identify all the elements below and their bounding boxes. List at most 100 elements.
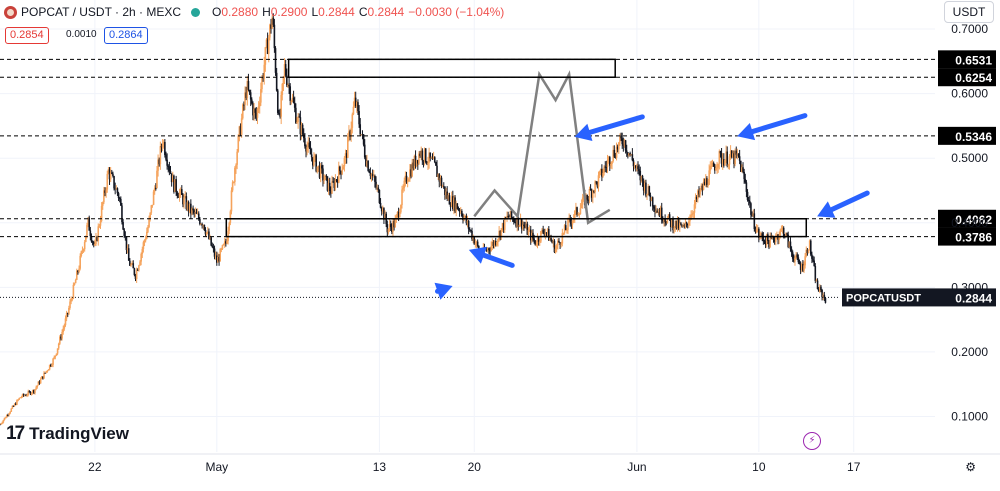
candle-body xyxy=(536,245,538,246)
candle-body xyxy=(779,230,781,236)
candle-body xyxy=(567,219,569,230)
settings-gear-icon[interactable]: ⚙ xyxy=(965,460,976,474)
candle-body xyxy=(141,249,143,254)
candle-body xyxy=(767,234,769,241)
candle-body xyxy=(211,246,213,247)
candle-body xyxy=(720,151,722,153)
candle-body xyxy=(146,232,148,239)
candle-body xyxy=(321,165,323,168)
candle-body xyxy=(47,371,49,372)
candle-body xyxy=(815,266,817,281)
candle-body xyxy=(9,412,11,414)
candle-body xyxy=(147,227,149,232)
candle-body xyxy=(265,47,267,64)
candle-body xyxy=(230,211,232,222)
popcat-logo-icon xyxy=(4,6,17,19)
candle-body xyxy=(304,138,306,146)
candle-body xyxy=(16,400,18,405)
candle-body xyxy=(825,298,827,303)
candle-body xyxy=(613,150,615,157)
candle-body xyxy=(773,237,775,240)
candle-body xyxy=(632,154,634,160)
candle-body xyxy=(572,221,574,225)
candle-body xyxy=(824,295,826,298)
candle-body xyxy=(170,171,172,173)
candle-body xyxy=(143,242,145,249)
price-tick-label: 0.2000 xyxy=(951,345,988,359)
candle-body xyxy=(699,190,701,194)
candle-body xyxy=(214,249,216,257)
candle-body xyxy=(534,240,536,245)
candle-body xyxy=(646,194,648,196)
candle-body xyxy=(288,85,290,86)
candle-body xyxy=(783,228,785,236)
candle-body xyxy=(317,167,319,172)
candle-body xyxy=(808,250,810,253)
candle-body xyxy=(374,176,376,182)
candle-body xyxy=(64,325,66,328)
candle-body xyxy=(468,221,470,229)
candle-body xyxy=(162,144,164,147)
candle-body xyxy=(52,359,54,365)
candle-body xyxy=(649,186,651,195)
candle-body xyxy=(70,300,72,302)
candle-body xyxy=(602,173,604,177)
lightning-icon[interactable]: ⚡ xyxy=(803,432,821,450)
candle-body xyxy=(1,422,3,423)
candle-body xyxy=(798,257,800,262)
candle-body xyxy=(93,242,95,245)
candle-body xyxy=(457,203,459,209)
candle-body xyxy=(51,365,53,366)
sell-price-button[interactable]: 0.2854 xyxy=(5,27,49,44)
candle-body xyxy=(811,255,813,259)
candle-body xyxy=(726,152,728,167)
candle-body xyxy=(664,219,666,221)
candle-body xyxy=(145,239,147,241)
candle-body xyxy=(233,182,235,183)
candle-body xyxy=(449,195,451,204)
candle-body xyxy=(402,188,404,189)
candle-body xyxy=(331,181,333,193)
candle-body xyxy=(26,395,28,396)
candle-body xyxy=(749,201,751,203)
candle-body xyxy=(151,205,153,212)
candle-body xyxy=(399,212,401,217)
candle-body xyxy=(497,239,499,242)
candle-body xyxy=(408,179,410,181)
symbol-title[interactable]: POPCAT / USDT · 2h · MEXC xyxy=(21,5,181,19)
candle-body xyxy=(400,205,402,212)
tradingview-logo[interactable]: 17 TradingView xyxy=(6,423,129,445)
candle-body xyxy=(310,148,312,155)
candle-body xyxy=(57,348,59,353)
time-tick-label: 20 xyxy=(468,460,482,474)
candle-body xyxy=(55,355,57,357)
candle-body xyxy=(621,138,623,144)
candle-body xyxy=(625,140,627,150)
candle-body xyxy=(48,369,50,370)
buy-price-button[interactable]: 0.2864 xyxy=(104,27,148,44)
candle-body xyxy=(742,167,744,172)
high-value: 0.2900 xyxy=(271,5,308,19)
candle-body xyxy=(717,164,719,168)
blue-arrow-shaft xyxy=(590,117,642,132)
price-tick-label: 0.3000 xyxy=(951,280,988,294)
candle-body xyxy=(250,92,252,99)
candle-body xyxy=(594,181,596,192)
candle-body xyxy=(673,228,675,230)
candle-body xyxy=(140,254,142,262)
close-value: 0.2844 xyxy=(368,5,405,19)
candle-body xyxy=(261,77,263,89)
candle-body xyxy=(810,241,812,255)
candle-body xyxy=(311,154,313,157)
candle-body xyxy=(8,413,10,415)
candle-body xyxy=(380,203,382,208)
candle-body xyxy=(156,171,158,188)
currency-button[interactable]: USDT xyxy=(944,1,994,23)
candle-body xyxy=(582,197,584,204)
zones xyxy=(226,59,806,236)
candle-body xyxy=(347,136,349,158)
candle-body xyxy=(792,252,794,258)
candle-body xyxy=(473,237,475,244)
